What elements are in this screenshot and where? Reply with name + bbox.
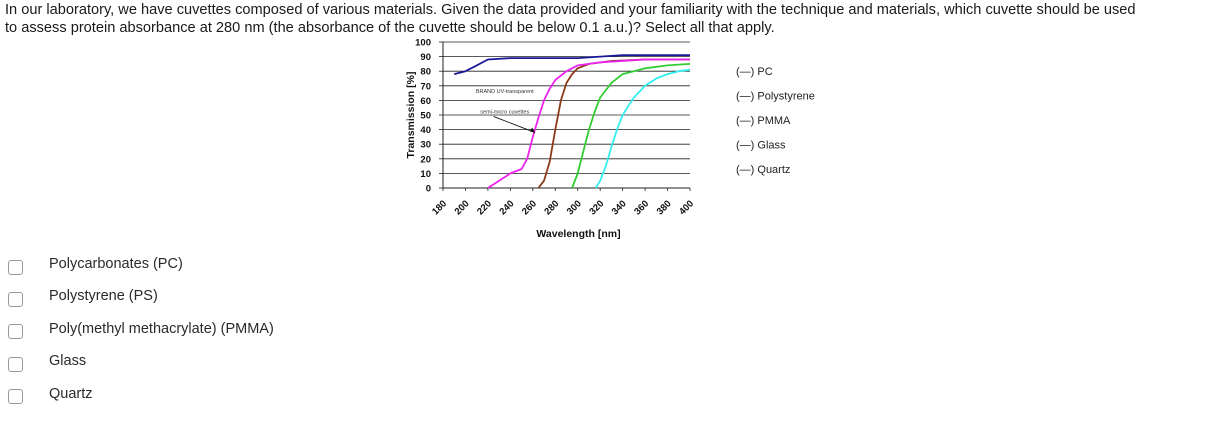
question-text: In our laboratory, we have cuvettes comp…: [5, 1, 1223, 37]
y-tick-label: 60: [420, 96, 431, 107]
option-glass[interactable]: Glass: [8, 349, 86, 381]
y-tick-label: 80: [420, 67, 431, 78]
answer-options: Polycarbonates (PC) Polystyrene (PS) Pol…: [8, 252, 274, 414]
y-tick-label: 0: [426, 184, 431, 195]
checkbox-ps[interactable]: [8, 292, 23, 308]
series-line-pc: [537, 58, 690, 189]
y-tick-label: 40: [420, 125, 431, 136]
annotation-line-1: BRAND UV-transparent: [476, 89, 534, 95]
annotation-arrowhead: [530, 127, 536, 133]
annotation-line-2: semi-micro cuvettes: [480, 110, 529, 116]
option-pc-label: Polycarbonates (PC): [49, 256, 183, 272]
y-tick-label: 100: [415, 38, 431, 49]
option-quartz[interactable]: Quartz: [8, 382, 93, 414]
y-tick-label: 20: [420, 154, 431, 165]
checkbox-quartz[interactable]: [8, 389, 23, 405]
checkbox-pc[interactable]: [8, 259, 23, 275]
legend-item-glass: (—) Glass: [736, 140, 786, 152]
x-tick-label: 260: [520, 198, 539, 217]
y-tick-label: 30: [420, 140, 431, 151]
question-line-1: In our laboratory, we have cuvettes comp…: [5, 2, 1136, 18]
option-ps-label: Polystyrene (PS): [49, 288, 158, 305]
x-tick-label: 400: [677, 198, 696, 217]
x-axis-label: Wavelength [nm]: [536, 228, 620, 240]
option-glass-label: Glass: [49, 353, 87, 370]
y-tick-label: 70: [420, 81, 431, 92]
x-tick-label: 320: [587, 198, 606, 217]
x-tick-label: 220: [475, 198, 494, 217]
x-tick-label: 380: [655, 198, 674, 217]
x-tick-label: 280: [542, 198, 561, 217]
series-line-quartz: [453, 54, 690, 75]
y-tick-label: 50: [420, 111, 431, 122]
option-pmma-label: Poly(methyl methacrylate) (PMMA): [49, 320, 274, 337]
question-line-2: to assess protein absorbance at 280 nm (…: [5, 20, 775, 36]
checkbox-glass[interactable]: [8, 356, 23, 372]
x-tick-label: 300: [565, 198, 584, 217]
legend-item-polystyrene: (—) Polystyrene: [736, 91, 815, 103]
legend-item-quartz: (—) Quartz: [736, 164, 790, 176]
series-line-polystyrene: [487, 58, 690, 189]
y-tick-label: 10: [420, 169, 431, 180]
series-line-pmma: [571, 63, 691, 189]
x-tick-label: 360: [632, 198, 651, 217]
annotation-arrow: [493, 116, 536, 133]
option-ps[interactable]: Polystyrene (PS): [8, 284, 158, 316]
y-axis-label: Transmission [%]: [405, 72, 417, 159]
legend-item-pmma: (—) PMMA: [736, 115, 791, 127]
x-tick-label: 240: [497, 198, 516, 217]
y-tick-label: 90: [420, 52, 431, 63]
option-pmma[interactable]: Poly(methyl methacrylate) (PMMA): [8, 317, 274, 349]
option-pc[interactable]: Polycarbonates (PC): [8, 252, 183, 284]
x-tick-label: 200: [453, 198, 472, 217]
series-line-glass: [594, 68, 691, 189]
checkbox-pmma[interactable]: [8, 324, 23, 340]
option-quartz-label: Quartz: [49, 385, 93, 402]
legend-item-pc: (—) PC: [736, 66, 773, 78]
x-tick-label: 340: [610, 198, 629, 217]
x-tick-label: 180: [430, 198, 449, 217]
